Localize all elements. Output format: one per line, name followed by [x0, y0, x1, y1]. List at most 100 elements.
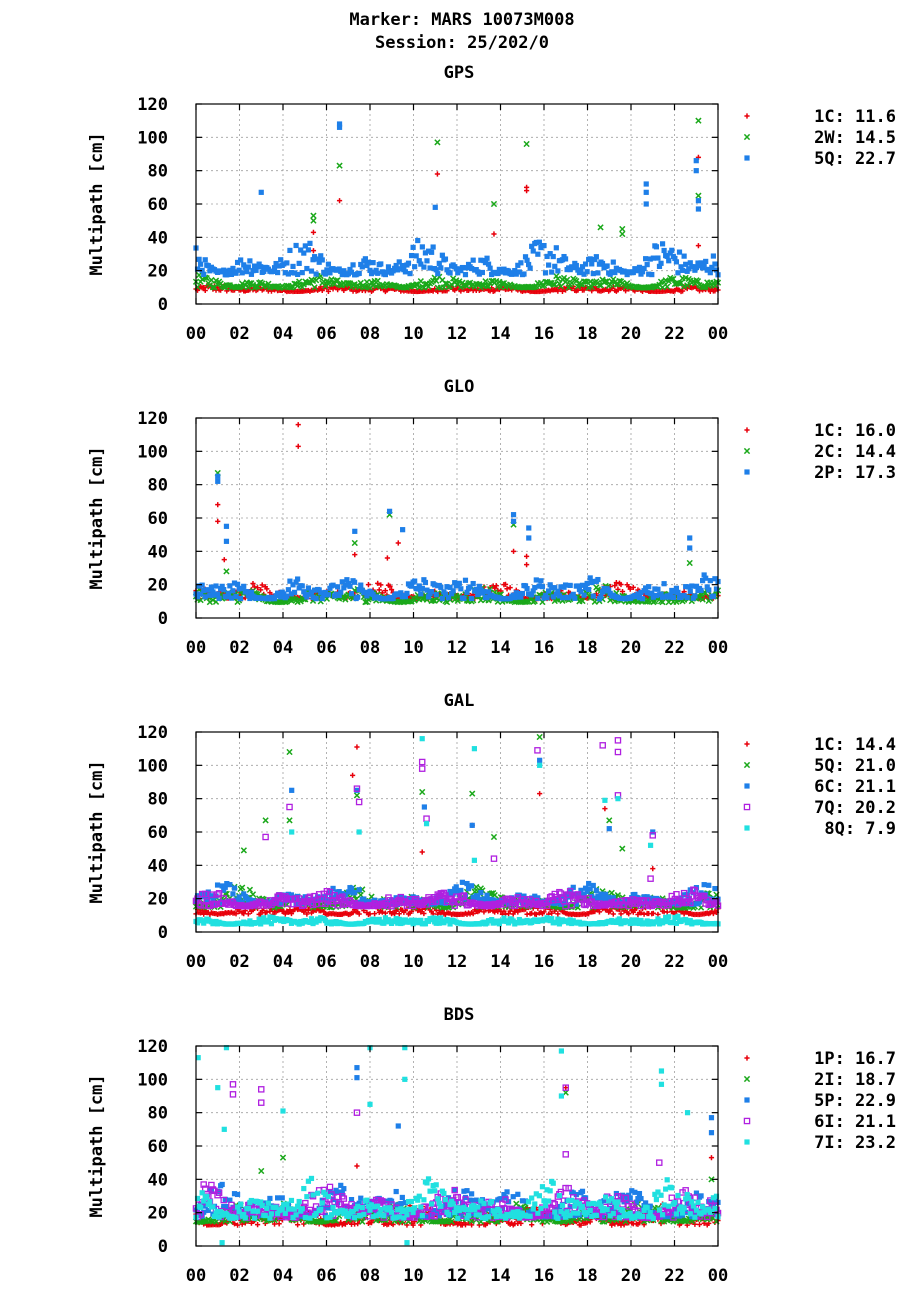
- data-point: [553, 245, 559, 251]
- data-point: [341, 585, 347, 591]
- data-point: [692, 593, 698, 599]
- data-point: [467, 584, 473, 590]
- data-point: [316, 259, 322, 265]
- data-point: [382, 910, 388, 916]
- data-point: [639, 596, 646, 602]
- data-point: [550, 253, 556, 260]
- data-point: [224, 272, 230, 278]
- y-tick-label: 100: [137, 756, 168, 776]
- data-point-spike: [708, 1155, 715, 1161]
- data-point-spike: [650, 866, 656, 872]
- data-point: [202, 257, 208, 263]
- data-point: [227, 583, 233, 589]
- data-point-spike: [490, 855, 498, 862]
- data-point-spike: [434, 139, 441, 146]
- data-point: [301, 250, 307, 256]
- legend-item-8q: 8Q: 7.9: [744, 819, 896, 839]
- data-point: [539, 584, 546, 590]
- data-point: [233, 911, 239, 917]
- figure-title-line-2: Session: 25/202/0: [375, 33, 549, 53]
- data-point-spike: [619, 225, 626, 233]
- data-point: [555, 911, 561, 917]
- data-point: [700, 578, 706, 584]
- data-point: [575, 287, 581, 293]
- data-point-spike: [490, 200, 498, 208]
- data-point: [522, 583, 529, 589]
- data-point: [271, 596, 278, 602]
- data-point: [378, 261, 384, 267]
- data-point-spike: [534, 747, 541, 754]
- data-point: [239, 884, 246, 891]
- data-point: [376, 587, 382, 593]
- data-point-spike: [614, 748, 622, 756]
- data-point-spike: [419, 849, 425, 855]
- data-point: [566, 595, 572, 601]
- data-point: [464, 265, 470, 271]
- data-point: [615, 287, 621, 293]
- legend-marker: [744, 155, 750, 161]
- data-point-spike: [279, 1154, 287, 1161]
- data-point: [643, 256, 649, 262]
- data-point: [659, 241, 666, 247]
- x-tick-label: 14: [490, 952, 510, 972]
- data-point: [447, 270, 453, 276]
- data-point: [258, 264, 264, 270]
- data-point: [442, 256, 449, 262]
- data-point: [358, 582, 364, 588]
- data-point-spike: [356, 829, 362, 835]
- data-point: [453, 266, 459, 272]
- data-point: [530, 248, 536, 254]
- data-point: [667, 592, 673, 598]
- data-point-spike: [523, 140, 530, 148]
- legend-marker: [743, 803, 751, 811]
- data-point: [419, 585, 425, 591]
- x-tick-label: 04: [273, 952, 293, 972]
- data-point: [584, 269, 590, 275]
- data-point: [455, 270, 461, 276]
- data-point: [542, 270, 549, 276]
- data-point-spike: [221, 557, 227, 563]
- legend-marker: [744, 427, 750, 433]
- data-point: [661, 247, 667, 254]
- data-point: [398, 266, 404, 272]
- data-point: [319, 595, 325, 602]
- data-point: [298, 247, 304, 253]
- data-point: [550, 281, 557, 288]
- legend-label: 1C: 11.6: [814, 107, 896, 127]
- x-tick-label: 10: [403, 638, 423, 658]
- y-tick-label: 120: [137, 409, 168, 429]
- data-point: [701, 572, 707, 578]
- data-point: [646, 584, 652, 590]
- data-point: [495, 270, 501, 277]
- data-point: [549, 269, 555, 275]
- data-point: [244, 269, 250, 275]
- data-point: [567, 266, 573, 273]
- data-point: [421, 577, 427, 583]
- data-point: [659, 594, 666, 600]
- data-point: [469, 595, 475, 602]
- data-point: [284, 593, 290, 599]
- data-point: [201, 587, 207, 594]
- data-point-spike: [336, 121, 343, 127]
- data-point: [206, 282, 213, 289]
- data-point: [216, 595, 222, 601]
- y-tick-label: 0: [158, 609, 168, 629]
- data-point: [512, 594, 518, 601]
- data-point: [635, 268, 641, 274]
- data-point: [214, 591, 221, 597]
- x-tick-label: 00: [708, 638, 728, 658]
- data-point: [258, 911, 264, 917]
- data-point: [533, 577, 539, 583]
- data-point: [541, 242, 547, 249]
- data-point: [549, 585, 555, 591]
- data-point: [435, 271, 441, 277]
- legend-marker: [744, 825, 750, 831]
- data-point-spike: [526, 535, 532, 541]
- data-point: [513, 590, 519, 596]
- data-point: [513, 1200, 520, 1207]
- data-point-spike: [686, 559, 693, 567]
- data-point: [412, 578, 418, 584]
- data-point: [356, 887, 362, 893]
- data-point-spike: [240, 847, 247, 854]
